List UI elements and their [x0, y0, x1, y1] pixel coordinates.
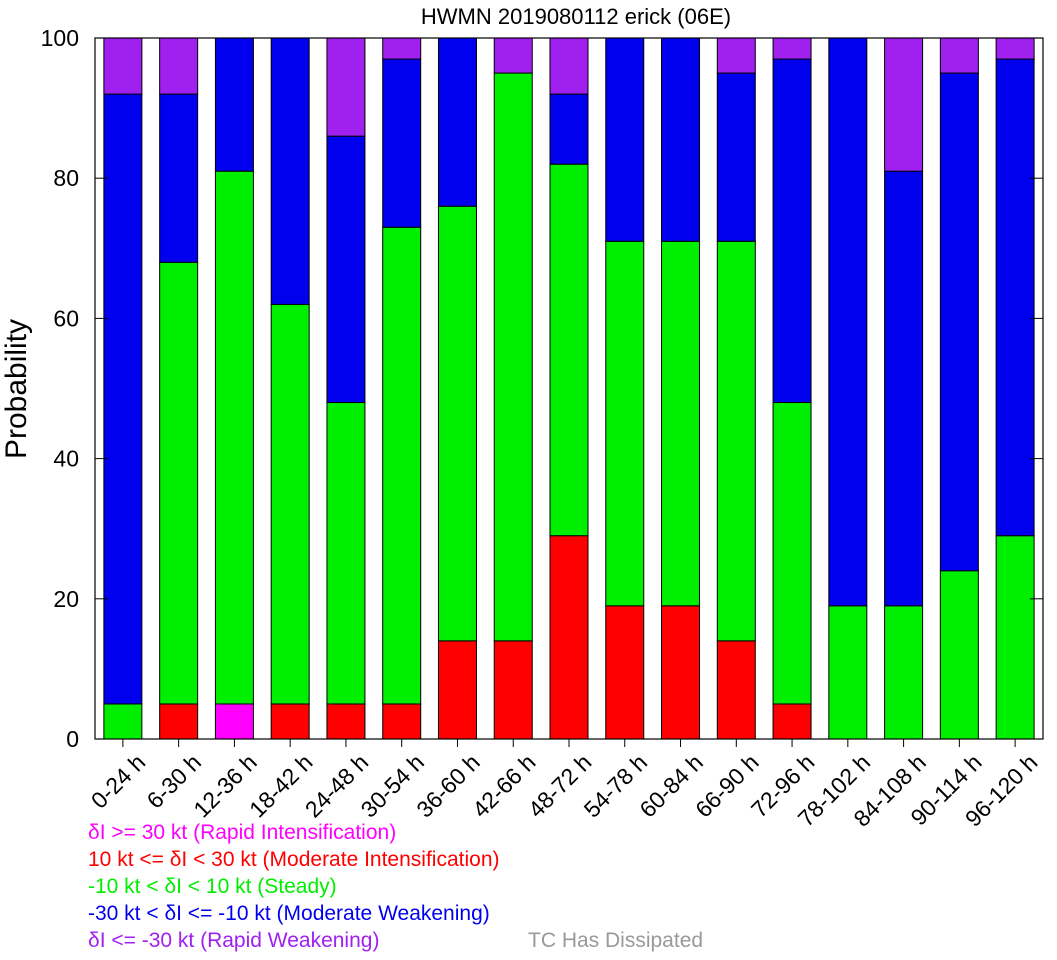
bar-segment-5-17: [995, 37, 1035, 60]
legend-entry: δI <= -30 kt (Rapid Weakening): [88, 929, 380, 952]
bar-segment-4-7: [437, 37, 477, 207]
bar-segment-2-8: [493, 640, 533, 740]
bar-segment-5-13: [772, 37, 812, 60]
bar-segment-4-11: [661, 37, 701, 242]
bar-segment-3-14: [828, 605, 868, 740]
bar-segment-4-5: [326, 135, 366, 404]
legend-entry: TC Has Dissipated: [528, 929, 704, 952]
bar-segment-5-16: [939, 37, 979, 74]
y-axis-label: Probability: [0, 319, 33, 459]
bar-segment-5-12: [716, 37, 756, 74]
bar-segment-4-2: [159, 93, 199, 263]
bar-segment-3-1: [103, 703, 143, 740]
bar-segment-4-15: [884, 170, 924, 607]
bar-segment-4-13: [772, 58, 812, 404]
bar-segment-3-7: [437, 205, 477, 642]
bar-segment-3-5: [326, 402, 366, 705]
bar-segment-3-17: [995, 535, 1035, 740]
legend-entry: δI >= 30 kt (Rapid Intensification): [88, 821, 397, 844]
bar-segment-4-16: [939, 72, 979, 572]
bar-segment-3-12: [716, 240, 756, 642]
bar-segment-3-8: [493, 72, 533, 642]
bar-segment-3-3: [214, 170, 254, 705]
legend-entry: -10 kt < δI < 10 kt (Steady): [88, 875, 337, 898]
y-tick-label: 20: [53, 586, 79, 612]
y-tick-label: 40: [53, 446, 79, 472]
bar-segment-5-15: [884, 37, 924, 172]
chart-title: HWMN 2019080112 erick (06E): [421, 4, 731, 29]
bars: [103, 37, 1035, 740]
bar-segment-4-1: [103, 93, 143, 705]
bar-segment-4-17: [995, 58, 1035, 537]
bar-segment-5-5: [326, 37, 366, 137]
bar-segment-3-4: [270, 303, 310, 705]
bar-segment-4-9: [549, 93, 589, 165]
y-tick-label: 0: [66, 726, 79, 752]
y-tick-label: 100: [41, 25, 79, 51]
bar-segment-3-11: [661, 240, 701, 607]
bar-segment-2-9: [549, 535, 589, 740]
bar-segment-2-6: [382, 703, 422, 740]
bar-segment-4-12: [716, 72, 756, 242]
bar-segment-2-11: [661, 605, 701, 740]
y-tick-label: 60: [53, 305, 79, 331]
bar-segment-2-13: [772, 703, 812, 740]
bar-segment-3-13: [772, 402, 812, 705]
bar-segment-1-3: [214, 703, 254, 740]
bar-segment-3-2: [159, 261, 199, 705]
bar-segment-2-2: [159, 703, 199, 740]
bar-segment-4-14: [828, 37, 868, 607]
bar-segment-3-9: [549, 163, 589, 537]
bar-segment-4-3: [214, 37, 254, 172]
bar-segment-4-10: [605, 37, 645, 242]
legend-entry: 10 kt <= δI < 30 kt (Moderate Intensific…: [88, 848, 500, 871]
bar-segment-4-4: [270, 37, 310, 305]
bar-segment-2-10: [605, 605, 645, 740]
bar-segment-3-15: [884, 605, 924, 740]
bar-segment-2-5: [326, 703, 366, 740]
bar-segment-5-8: [493, 37, 533, 74]
legend-entry: -30 kt < δI <= -10 kt (Moderate Weakenin…: [88, 902, 490, 925]
bar-segment-5-6: [382, 37, 422, 60]
bar-segment-3-10: [605, 240, 645, 607]
bar-segment-2-12: [716, 640, 756, 740]
bar-segment-4-6: [382, 58, 422, 228]
y-tick-label: 80: [53, 165, 79, 191]
bar-segment-5-9: [549, 37, 589, 95]
bar-segment-5-2: [159, 37, 199, 95]
bar-segment-3-16: [939, 570, 979, 740]
bar-segment-3-6: [382, 226, 422, 705]
bar-segment-2-7: [437, 640, 477, 740]
bar-segment-5-1: [103, 37, 143, 95]
x-tick-label: 0-24 h: [86, 749, 151, 814]
bar-segment-2-4: [270, 703, 310, 740]
